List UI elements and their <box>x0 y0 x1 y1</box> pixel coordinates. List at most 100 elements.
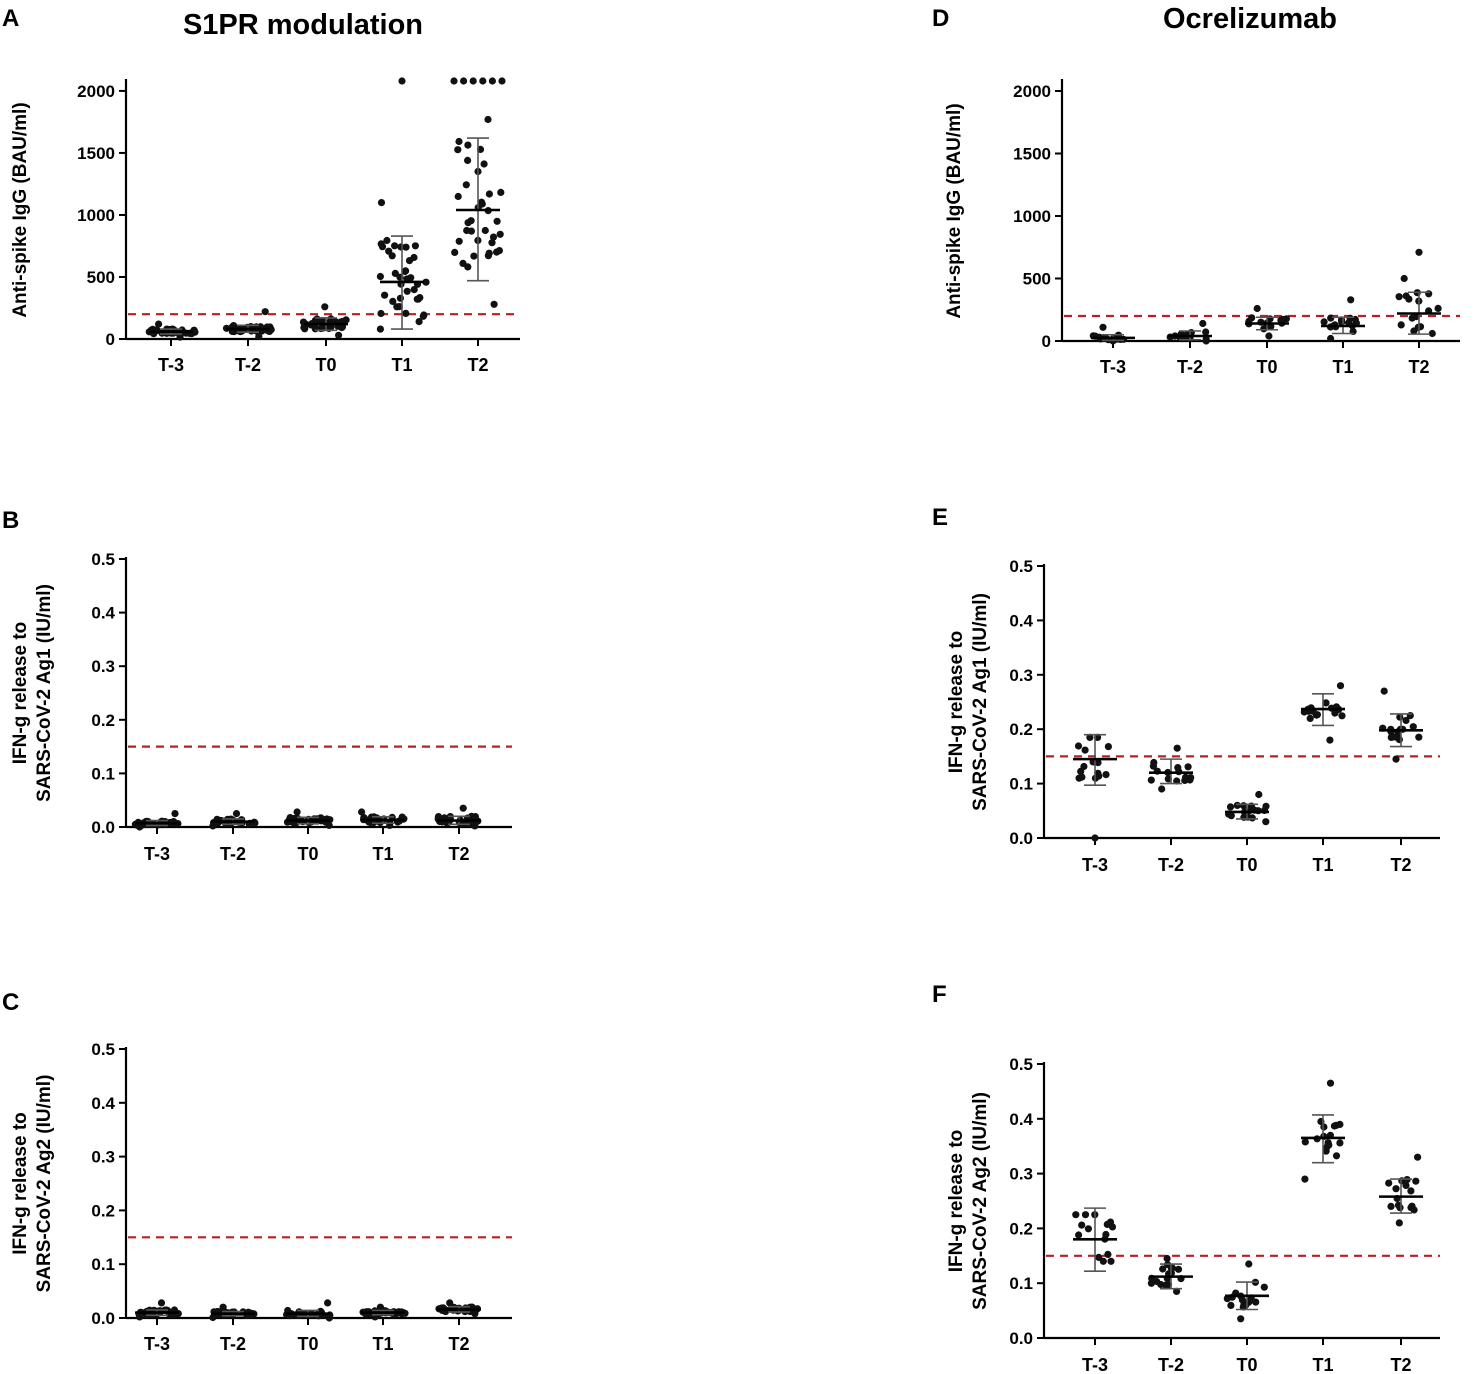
panel-a-data-point <box>410 286 418 294</box>
panel-a-data-point <box>464 263 472 271</box>
panel-b-category-label: T-3 <box>144 844 170 864</box>
panel-d-data-point <box>1345 319 1353 327</box>
panel-a-data-point <box>467 227 475 235</box>
panel-e-data-point <box>1094 769 1102 777</box>
panel-d-data-point <box>1253 304 1261 313</box>
panel-f-data-point <box>1095 1253 1103 1261</box>
panel-f-data-point <box>1103 1220 1111 1228</box>
panel-a-data-point <box>377 199 386 207</box>
panel-letter-a: A <box>2 5 19 32</box>
panel-e-data-point <box>1240 802 1248 810</box>
panel-a-data-point <box>493 248 501 256</box>
panel-d-data-point <box>1099 323 1107 331</box>
panel-d-y-tick-label: 2000 <box>1013 82 1051 101</box>
panel-e-data-point <box>1147 776 1155 784</box>
panel-d-y-tick-label: 1500 <box>1013 145 1051 164</box>
panel-e-data-point <box>1150 758 1158 767</box>
panel-f-data-point <box>1336 1139 1344 1147</box>
panel-d-data-point <box>1338 318 1346 326</box>
panel-d-category-label: T0 <box>1256 357 1277 377</box>
panel-f-data-point <box>1414 1153 1422 1161</box>
panel-d-data-point <box>1402 292 1410 300</box>
panel-e-data-point <box>1174 764 1182 772</box>
panel-e-data-point <box>1255 790 1263 799</box>
panel-f-data-point <box>1245 1260 1253 1268</box>
panel-a-data-point <box>455 237 463 245</box>
panel-e-data-point <box>1104 743 1112 751</box>
panel-a-data-point <box>155 320 163 328</box>
panel-a-category-label: T1 <box>391 355 412 375</box>
panel-f-data-point <box>1322 1147 1330 1155</box>
panel-c-y-tick-label: 0.1 <box>91 1255 115 1274</box>
panel-e-data-point <box>1186 776 1194 784</box>
panel-e-category-label: T-3 <box>1082 855 1108 875</box>
panel-c-y-axis-title: SARS-CoV-2 Ag2 (IU/ml) <box>34 1075 55 1293</box>
panel-a-data-point <box>480 160 488 168</box>
panel-a-data-point <box>485 190 493 198</box>
panel-e-category-label: T1 <box>1312 855 1333 875</box>
panel-e-y-tick-label: 0.3 <box>1009 666 1033 685</box>
panel-f-data-point <box>1395 1219 1403 1227</box>
panel-e-data-point <box>1227 812 1235 820</box>
panel-e-data-point <box>1080 762 1088 771</box>
panel-f-data-point <box>1301 1175 1309 1183</box>
panel-f-data-point <box>1301 1138 1309 1146</box>
panel-f-data-point <box>1104 1250 1112 1258</box>
panel-e-category-label: T2 <box>1390 855 1411 875</box>
panel-a-data-point <box>405 257 414 265</box>
panel-e-data-point <box>1338 712 1346 720</box>
panel-f-data-point <box>1173 1287 1181 1295</box>
panel-a-data-point <box>454 146 462 154</box>
panel-e-y-tick-label: 0.2 <box>1009 720 1033 739</box>
panel-e-data-point <box>1313 711 1321 719</box>
panel-a-data-point <box>497 188 505 196</box>
panel-e-data-point <box>1262 818 1270 826</box>
panel-d-category-label: T-3 <box>1100 357 1126 377</box>
panel-f-data-point <box>1387 1202 1395 1210</box>
panel-d-data-point <box>1415 248 1423 256</box>
panel-a-data-point <box>378 243 387 251</box>
panel-f-data-point <box>1078 1221 1086 1229</box>
panel-d-y-tick-label: 500 <box>1023 270 1051 289</box>
panel-e-data-point <box>1262 802 1270 810</box>
panel-f-data-point <box>1326 1079 1335 1087</box>
panel-f-data-point <box>1320 1123 1328 1131</box>
panel-e-data-point <box>1306 714 1314 723</box>
panel-d-data-point <box>1327 314 1335 322</box>
panel-c-category-label: T-2 <box>220 1334 246 1354</box>
panel-d-data-point <box>1395 293 1403 301</box>
panel-f-data-point <box>1408 1202 1416 1210</box>
panel-e-category-label: T-2 <box>1158 855 1184 875</box>
panel-f-data-point <box>1260 1283 1268 1291</box>
panel-e-chart: 0.0 0.1 0.2 0.3 0.4 0.5 IFN-g release to SARS-C… <box>946 557 1440 875</box>
panel-f-data-point <box>1084 1225 1092 1233</box>
panel-a-data-point <box>420 311 428 319</box>
panel-b-y-tick-label: 0.2 <box>91 711 115 730</box>
panel-b-chart: 0.0 0.1 0.2 0.3 0.4 0.5 IFN-g release to SARS-C… <box>10 550 512 864</box>
panel-letter-c: C <box>2 989 19 1016</box>
panel-f-data-point <box>1396 1204 1404 1212</box>
panel-d-data-point <box>1199 319 1207 328</box>
panel-b-y-tick-label: 0.4 <box>91 604 115 623</box>
panel-b-category-label: T1 <box>372 844 393 864</box>
panel-f-category-label: T-3 <box>1082 1355 1108 1374</box>
panel-a-data-point <box>402 309 410 317</box>
panel-f-data-point <box>1157 1280 1165 1289</box>
panel-c-y-axis-title: IFN-g release to <box>10 1112 31 1255</box>
panel-f-y-tick-label: 0.5 <box>1009 1055 1033 1074</box>
panel-f-data-point <box>1227 1301 1235 1309</box>
panel-a-data-point <box>479 77 487 85</box>
panel-a-data-point <box>469 77 477 85</box>
panel-e-data-point <box>1406 712 1414 720</box>
panel-f-data-point <box>1168 1264 1176 1272</box>
panel-a-y-tick-label: 500 <box>87 268 115 287</box>
panel-a-data-point <box>484 115 492 124</box>
panel-a-data-point <box>341 317 349 325</box>
panel-f-y-tick-label: 0.1 <box>1009 1274 1033 1293</box>
panel-f-data-point <box>1237 1315 1245 1323</box>
panel-d-data-point <box>1248 314 1256 322</box>
panel-e-category-label: T0 <box>1236 855 1257 875</box>
panel-f-data-point <box>1385 1179 1393 1187</box>
panel-f-data-point <box>1081 1211 1090 1219</box>
panel-a-data-point <box>377 309 385 318</box>
